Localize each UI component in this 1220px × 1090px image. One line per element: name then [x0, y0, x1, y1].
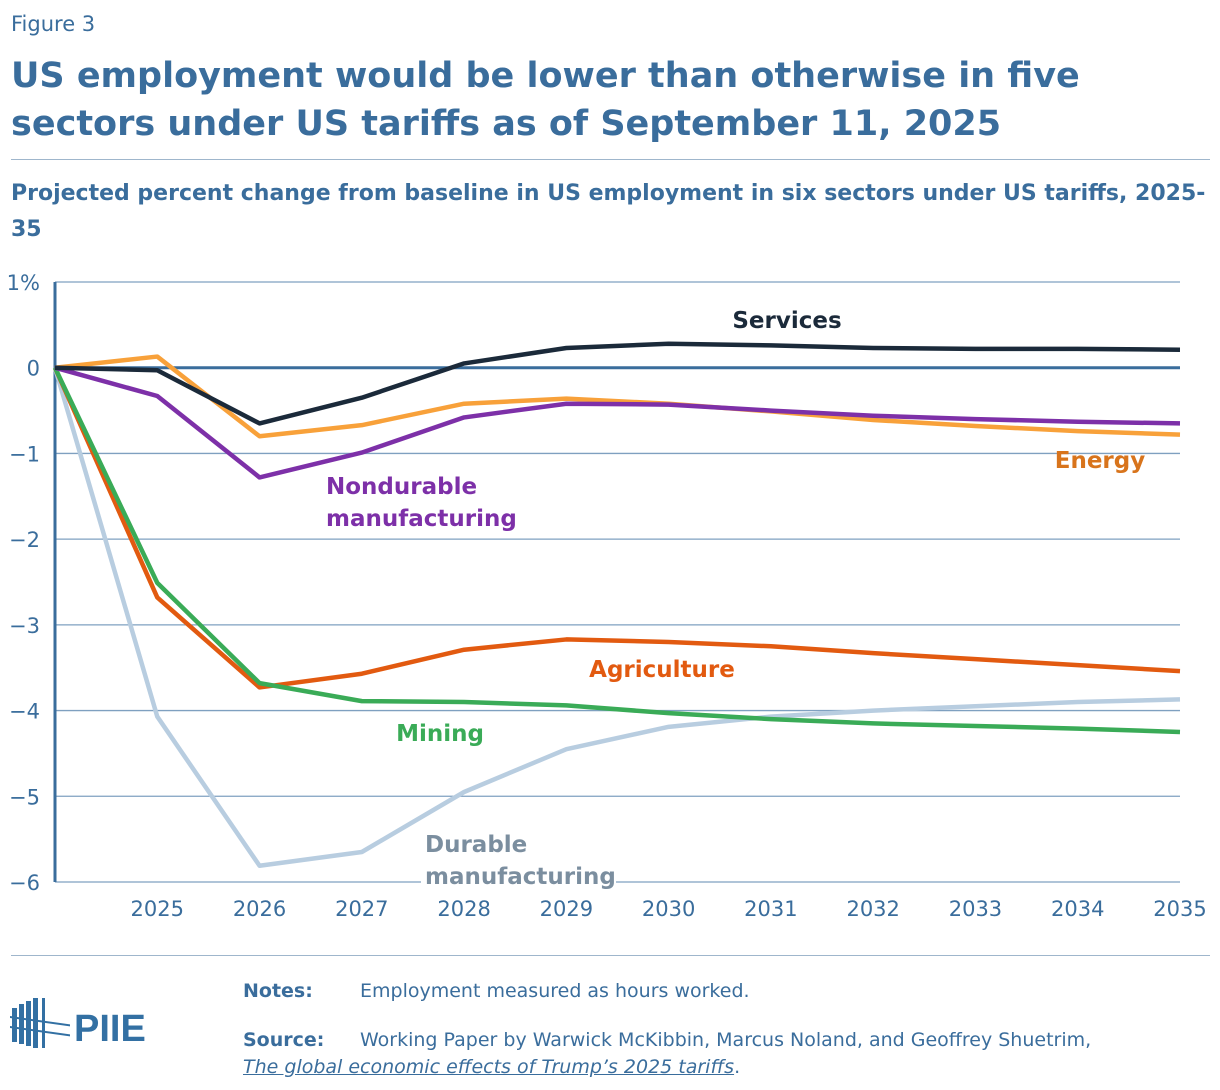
series-label: Agriculture — [589, 657, 735, 683]
y-tick-label: −5 — [9, 785, 40, 809]
divider — [11, 159, 1210, 160]
chart-subtitle: Projected percent change from baseline i… — [11, 181, 1206, 242]
series-label: Energy — [1055, 448, 1145, 474]
series-line-nondurable-manufacturing — [54, 365, 1181, 480]
y-tick-label: −1 — [9, 442, 40, 466]
series-line-services — [54, 341, 1181, 426]
label-background — [421, 828, 616, 892]
piie-logo: PIIE — [10, 996, 170, 1060]
divider — [11, 955, 1210, 956]
figure-label: Figure 3 — [11, 12, 96, 36]
x-tick-label: 2031 — [744, 897, 797, 921]
chart-title: US employment would be lower than otherw… — [11, 56, 1080, 144]
series-label: Nondurable manufacturing — [326, 474, 517, 532]
x-tick-label: 2035 — [1153, 897, 1206, 921]
series-line-energy — [54, 354, 1181, 439]
source-link[interactable]: The global economic effects of Trump’s 2… — [243, 1056, 735, 1078]
y-tick-label: −4 — [9, 700, 40, 724]
y-tick-label: 1% — [7, 271, 40, 295]
y-tick-label: −6 — [9, 871, 40, 895]
x-tick-label: 2030 — [642, 897, 695, 921]
series-label: Mining — [396, 721, 484, 747]
series-line-durable-manufacturing — [52, 367, 1181, 868]
y-tick-label: −3 — [9, 614, 40, 638]
x-tick-label: 2034 — [1051, 897, 1104, 921]
series-line-mining — [52, 366, 1181, 735]
series-label: Services — [732, 308, 841, 334]
series-label: Durable manufacturing — [425, 832, 616, 890]
x-tick-label: 2028 — [437, 897, 490, 921]
x-tick-label: 2025 — [131, 897, 184, 921]
series-line-agriculture — [52, 366, 1181, 690]
y-tick-label: 0 — [27, 357, 40, 381]
x-tick-label: 2032 — [846, 897, 899, 921]
x-tick-label: 2026 — [233, 897, 286, 921]
x-tick-label: 2029 — [540, 897, 593, 921]
y-tick-label: −2 — [9, 528, 40, 552]
line-chart: 1% 0 −1 −2 −3 −4 −5 −6 2025 2026 2027 2028 2029 2030 2… — [7, 271, 1207, 921]
x-tick-label: 2033 — [949, 897, 1002, 921]
svg-text:PIIE: PIIE — [74, 1008, 146, 1050]
notes: Notes: Employment measured as hours worke… — [243, 980, 750, 1002]
source: Source: Working Paper by Warwick McKibbin… — [243, 1029, 1092, 1078]
x-tick-label: 2027 — [335, 897, 388, 921]
